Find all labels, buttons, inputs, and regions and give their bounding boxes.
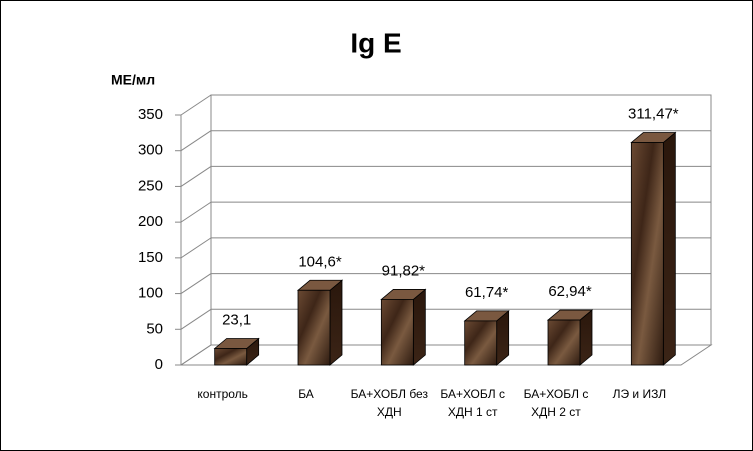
grid-line-side — [180, 166, 212, 187]
bar-side — [662, 131, 676, 366]
grid-line-side — [180, 308, 212, 330]
grid-line-side — [180, 273, 212, 294]
y-tick-label: 150 — [138, 249, 163, 266]
value-label: 104,6* — [298, 253, 342, 270]
bar — [213, 337, 260, 366]
grid-line-side — [180, 201, 212, 223]
x-tick-label: контроль — [197, 387, 248, 401]
x-tick-label: ЛЭ и ИЗЛ — [612, 387, 667, 401]
x-tick-label: БА — [298, 387, 314, 401]
value-label: 91,82* — [382, 262, 426, 279]
bar — [546, 309, 594, 366]
grid-line-side — [180, 94, 212, 116]
bar-front — [297, 289, 331, 366]
value-label: 62,94* — [548, 283, 592, 300]
x-tick-label: БА+ХОБЛ с ХДН 2 ст — [523, 387, 589, 419]
bar — [296, 279, 344, 366]
y-tick-label: 0 — [155, 356, 163, 373]
bar-front — [380, 299, 414, 366]
y-tick-label: 350 — [138, 106, 163, 123]
value-label: 61,74* — [465, 284, 509, 301]
x-tick-label: БА+ХОБЛ с ХДН 1 ст — [440, 387, 505, 419]
y-tick-label: 250 — [138, 177, 163, 194]
bar-side — [329, 279, 343, 366]
value-label: 311,47* — [628, 105, 679, 122]
bar-front — [214, 348, 248, 366]
x-tick-label: БА+ХОБЛ без ХДН — [350, 387, 428, 419]
bar-side — [412, 288, 426, 366]
grid-line-side — [180, 130, 212, 152]
y-tick-label: 50 — [146, 320, 163, 337]
bar-front — [464, 320, 498, 366]
value-label: 23,1 — [222, 311, 251, 328]
bar-front — [547, 319, 581, 366]
bar-front — [630, 142, 664, 366]
y-axis-label: МЕ/мл — [111, 72, 155, 88]
y-tick-label: 100 — [138, 285, 163, 302]
bar — [630, 131, 677, 366]
y-tick-label: 300 — [138, 142, 163, 159]
bar — [463, 310, 510, 366]
y-tick-label: 200 — [138, 213, 163, 230]
bar — [380, 288, 427, 366]
chart-title: Ig E — [350, 27, 401, 58]
grid-line-side — [180, 237, 212, 259]
grid-line-side — [180, 344, 212, 366]
